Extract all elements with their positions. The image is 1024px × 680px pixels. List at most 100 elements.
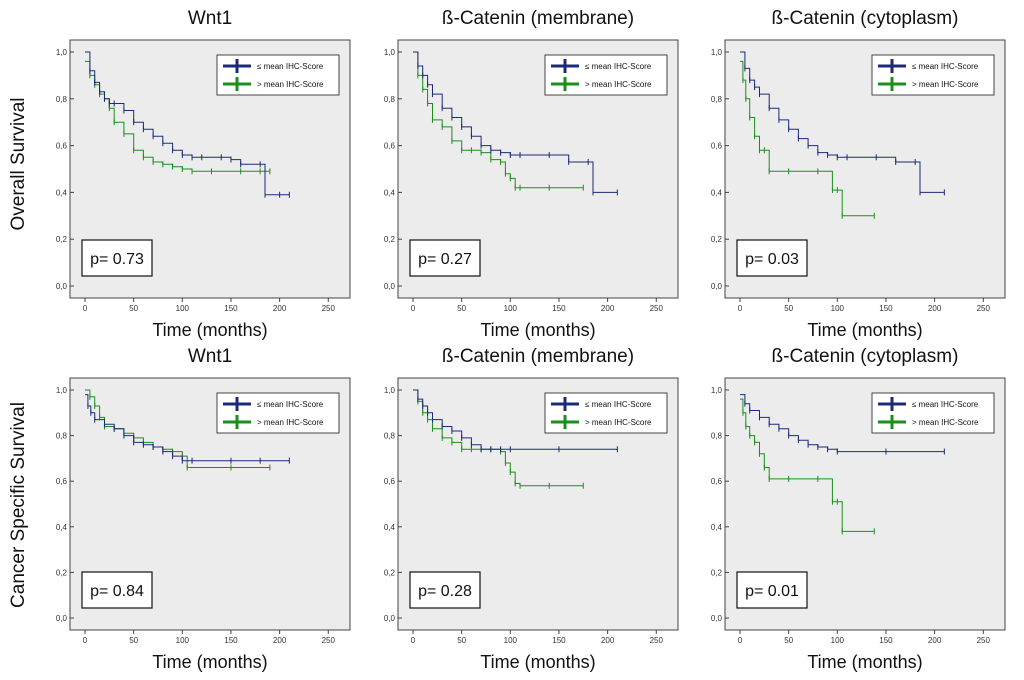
x-tick-label: 0: [738, 304, 743, 313]
p-value-label: p= 0.01: [745, 583, 799, 600]
legend-label-high: > mean IHC-Score: [912, 418, 979, 427]
x-tick-label: 250: [322, 636, 336, 645]
y-tick-label: 0,6: [711, 142, 723, 151]
p-value-label: p= 0.27: [418, 251, 472, 268]
legend-label-high: > mean IHC-Score: [912, 80, 979, 89]
survival-curve-high: [740, 60, 875, 217]
x-axis-label: Time (months): [807, 652, 922, 672]
x-tick-label: 150: [552, 304, 566, 313]
p-value-box: [736, 571, 808, 609]
x-tick-label: 150: [879, 304, 893, 313]
y-tick-label: 0,0: [711, 614, 723, 623]
y-tick-label: 0,2: [711, 568, 723, 577]
x-tick-label: 0: [411, 304, 416, 313]
y-tick-label: 1,0: [56, 48, 68, 57]
legend-label-high: > mean IHC-Score: [585, 80, 652, 89]
x-tick-label: 150: [224, 304, 238, 313]
x-tick-label: 50: [129, 304, 138, 313]
y-tick-label: 1,0: [711, 48, 723, 57]
p-value-label: p= 0.84: [90, 583, 144, 600]
x-tick-label: 0: [738, 636, 743, 645]
x-tick-label: 100: [176, 304, 190, 313]
survival-curve-high: [413, 389, 584, 487]
y-tick-label: 0,4: [711, 523, 723, 532]
legend-label-low: ≤ mean IHC-Score: [912, 62, 979, 71]
legend-box: [216, 392, 340, 434]
x-tick-label: 200: [601, 304, 615, 313]
y-tick-label: 0,4: [56, 188, 68, 197]
panel-title: ß-Catenin (membrane): [442, 8, 634, 29]
y-tick-label: 0,8: [56, 95, 68, 104]
x-tick-label: 150: [552, 636, 566, 645]
x-axis-label: Time (months): [480, 320, 595, 340]
x-tick-label: 50: [784, 304, 793, 313]
x-tick-label: 200: [601, 636, 615, 645]
legend-label-low: ≤ mean IHC-Score: [585, 62, 652, 71]
panel-4: Wnt1 0,0 0,2 0,4 0,6 0,8 1,0 0 50 100 150 200 250 Tim…: [56, 346, 351, 672]
y-tick-label: 0,2: [384, 568, 396, 577]
y-tick-label: 0,2: [56, 568, 68, 577]
y-tick-label: 0,8: [384, 432, 396, 441]
legend-box: [871, 54, 995, 96]
x-tick-label: 250: [977, 636, 991, 645]
x-tick-label: 50: [784, 636, 793, 645]
y-tick-label: 1,0: [711, 386, 723, 395]
y-tick-label: 0,4: [711, 188, 723, 197]
y-tick-label: 0,0: [711, 282, 723, 291]
x-tick-label: 250: [977, 304, 991, 313]
p-value-box: [409, 571, 481, 609]
y-tick-label: 0,0: [56, 614, 68, 623]
x-tick-label: 250: [650, 636, 664, 645]
y-tick-label: 1,0: [384, 48, 396, 57]
legend-label-high: > mean IHC-Score: [257, 418, 324, 427]
y-tick-label: 1,0: [384, 386, 396, 395]
panel-5: ß-Catenin (membrane) 0,0 0,2 0,4 0,6 0,8 1,0 0 5…: [384, 346, 679, 672]
legend-box: [544, 54, 668, 96]
legend: ≤ mean IHC-Score > mean IHC-Score: [216, 392, 340, 434]
p-value: p= 0.73: [81, 239, 153, 277]
panel-1: Wnt1 0,0 0,2 0,4 0,6 0,8 1,0 0 50 100 150 200 250 Tim…: [56, 8, 351, 340]
p-value: p= 0.28: [409, 571, 481, 609]
panel-title: ß-Catenin (cytoplasm): [772, 346, 959, 367]
legend: ≤ mean IHC-Score > mean IHC-Score: [544, 392, 668, 434]
x-tick-label: 0: [83, 304, 88, 313]
y-tick-label: 0,0: [384, 614, 396, 623]
panel-title: ß-Catenin (cytoplasm): [772, 8, 959, 29]
y-tick-label: 0,0: [56, 282, 68, 291]
y-tick-label: 0,6: [711, 477, 723, 486]
legend-label-low: ≤ mean IHC-Score: [257, 62, 324, 71]
x-tick-label: 100: [504, 304, 518, 313]
legend-label-high: > mean IHC-Score: [257, 80, 324, 89]
legend-box: [216, 54, 340, 96]
y-tick-label: 0,6: [384, 477, 396, 486]
p-value-label: p= 0.03: [745, 251, 799, 268]
row-label-overall-survival: Overall Survival: [8, 97, 29, 230]
p-value-label: p= 0.28: [418, 583, 472, 600]
survival-curve-high: [740, 398, 875, 532]
x-tick-label: 150: [224, 636, 238, 645]
y-tick-label: 0,8: [56, 432, 68, 441]
x-tick-label: 0: [83, 636, 88, 645]
x-axis-label: Time (months): [480, 652, 595, 672]
x-tick-label: 100: [831, 636, 845, 645]
y-tick-label: 0,6: [384, 142, 396, 151]
p-value: p= 0.27: [409, 239, 481, 277]
legend-label-high: > mean IHC-Score: [585, 418, 652, 427]
p-value-label: p= 0.73: [90, 251, 144, 268]
p-value-box: [81, 571, 153, 609]
p-value: p= 0.03: [736, 239, 808, 277]
y-tick-label: 0,2: [711, 235, 723, 244]
panel-6: ß-Catenin (cytoplasm) 0,0 0,2 0,4 0,6 0,8 1,0 0…: [711, 346, 1006, 672]
panel-title: Wnt1: [188, 8, 232, 29]
panel-2: ß-Catenin (membrane) 0,0 0,2 0,4 0,6 0,8 1,0 0 5…: [384, 8, 679, 340]
legend: ≤ mean IHC-Score > mean IHC-Score: [871, 54, 995, 96]
y-tick-label: 0,4: [56, 523, 68, 532]
y-tick-label: 0,8: [711, 432, 723, 441]
legend: ≤ mean IHC-Score > mean IHC-Score: [871, 392, 995, 434]
x-tick-label: 50: [129, 636, 138, 645]
p-value: p= 0.01: [736, 571, 808, 609]
p-value-box: [409, 239, 481, 277]
row-label-cancer-specific-survival: Cancer Specific Survival: [8, 402, 29, 608]
y-tick-label: 0,6: [56, 477, 68, 486]
x-tick-label: 100: [504, 636, 518, 645]
